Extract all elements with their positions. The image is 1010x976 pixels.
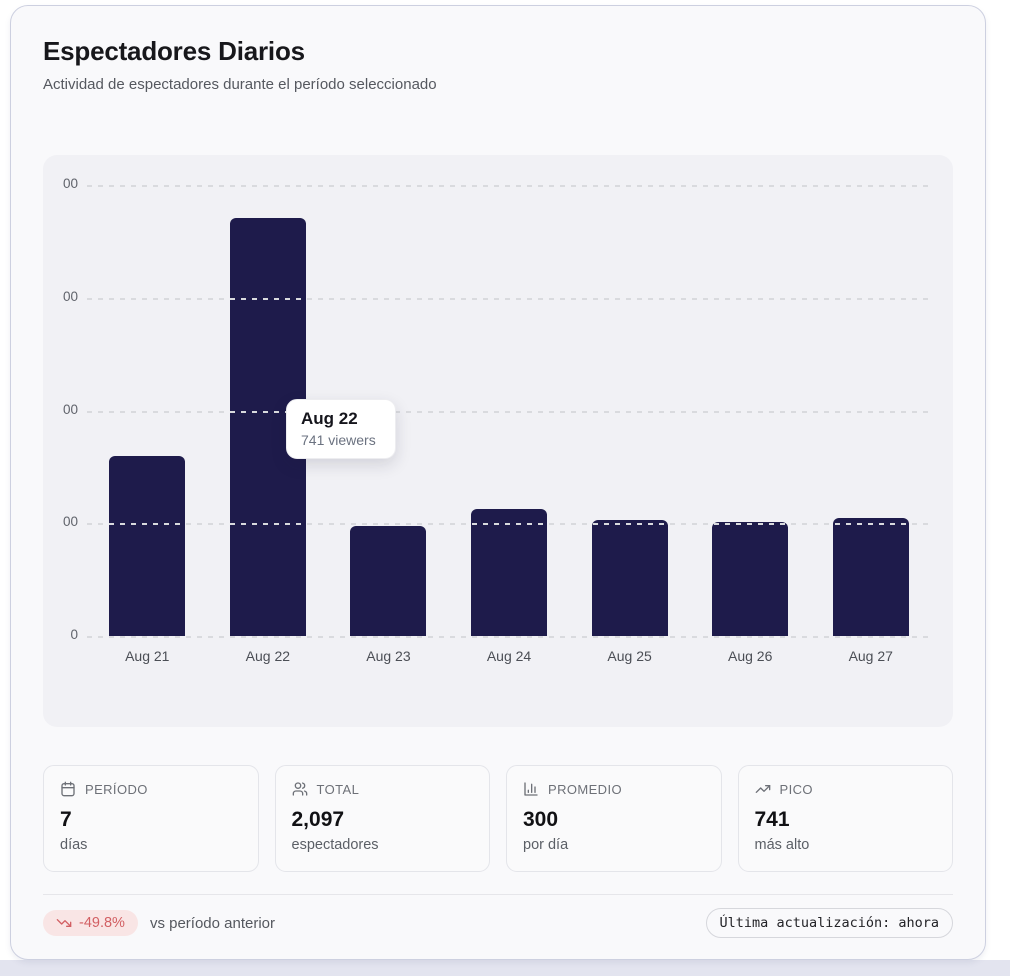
- bar-chart-icon: [523, 781, 539, 797]
- page-title: Espectadores Diarios: [43, 36, 305, 66]
- stat-value: 7: [60, 808, 72, 831]
- stat-card-period: PERÍODO 7 días: [43, 765, 259, 872]
- x-tick-label: Aug 25: [607, 648, 652, 664]
- bar-slot: [328, 185, 449, 636]
- stat-unit: espectadores: [291, 837, 379, 853]
- bar-slot: [810, 185, 931, 636]
- bar-slot: [690, 185, 811, 636]
- bar-slot: [449, 185, 570, 636]
- y-tick-label: 00: [62, 288, 78, 304]
- x-tick-label: Aug 22: [245, 648, 291, 664]
- y-tick-label: 00: [62, 176, 78, 191]
- bar-slot: [87, 185, 208, 636]
- gridline: 00: [63, 176, 931, 191]
- bar-aug-21[interactable]: [109, 455, 186, 636]
- change-caption: vs período anterior: [149, 914, 276, 932]
- tooltip-date: Aug 22: [301, 409, 358, 428]
- footer-divider: [43, 894, 953, 895]
- last-updated-badge: Última actualización: ahora: [705, 908, 953, 938]
- y-tick-label: 00: [62, 401, 78, 417]
- tooltip-value: 741 viewers: [301, 432, 376, 448]
- bar-aug-24[interactable]: [471, 509, 548, 636]
- calendar-icon: [60, 781, 76, 797]
- gridline: 0: [70, 627, 931, 642]
- x-tick-label: Aug 27: [848, 648, 893, 664]
- stat-value: 300: [523, 808, 559, 831]
- stat-label: PROMEDIO: [548, 781, 622, 797]
- stat-unit: por día: [523, 837, 569, 853]
- stats-row: PERÍODO 7 días TOTAL 2,097 espectadores …: [43, 765, 953, 872]
- trending-up-icon: [755, 781, 771, 797]
- bar-aug-23[interactable]: [350, 526, 427, 636]
- x-tick-label: Aug 24: [486, 648, 532, 664]
- stat-label: TOTAL: [316, 781, 360, 797]
- chart-tooltip: Aug 22 741 viewers: [286, 399, 396, 459]
- bar-slot: [569, 185, 690, 636]
- chart-plot-area: 00 00 00 00 0: [63, 176, 931, 642]
- stat-value: 2,097: [291, 808, 345, 831]
- stat-card-peak: PICO 741 más alto: [737, 765, 953, 872]
- gridline: 00: [63, 514, 931, 529]
- stat-label: PERÍODO: [85, 781, 148, 797]
- bar-aug-25[interactable]: [591, 520, 668, 636]
- x-tick-label: Aug 21: [125, 648, 170, 664]
- stat-unit: días: [60, 837, 88, 853]
- bar-aug-26[interactable]: [712, 522, 789, 636]
- y-tick-label: 0: [70, 627, 78, 642]
- gridline: 00: [63, 402, 931, 417]
- daily-viewers-card: Espectadores Diarios Actividad de espect…: [10, 5, 986, 960]
- stat-label: PICO: [779, 781, 813, 797]
- stat-card-total: TOTAL 2,097 espectadores: [274, 765, 490, 872]
- change-percentage: -49.8%: [79, 915, 125, 931]
- gridline: 00: [63, 289, 931, 304]
- x-tick-label: Aug 26: [727, 648, 773, 664]
- stat-value: 741: [754, 808, 790, 831]
- page-subtitle: Actividad de espectadores durante el per…: [43, 76, 437, 93]
- change-badge: -49.8%: [43, 910, 138, 936]
- users-icon: [292, 781, 308, 797]
- page-background-strip: [0, 960, 1010, 976]
- stat-card-average: PROMEDIO 300 por día: [506, 765, 722, 872]
- stat-unit: más alto: [754, 837, 810, 853]
- x-axis-labels: Aug 21 Aug 22 Aug 23 Aug 24 Aug 25 Aug 26 Aug …: [87, 648, 931, 668]
- y-tick-label: 00: [62, 514, 78, 530]
- trending-down-icon: [56, 915, 72, 931]
- viewers-bar-chart: 00 00 00 00 0 Aug 21 Aug 22 Aug 23 Aug 24 Aug 25…: [43, 155, 953, 727]
- x-tick-label: Aug 23: [366, 648, 411, 664]
- bar-aug-27[interactable]: [832, 518, 909, 636]
- footer-row: -49.8% vs período anterior Última actual…: [43, 908, 953, 938]
